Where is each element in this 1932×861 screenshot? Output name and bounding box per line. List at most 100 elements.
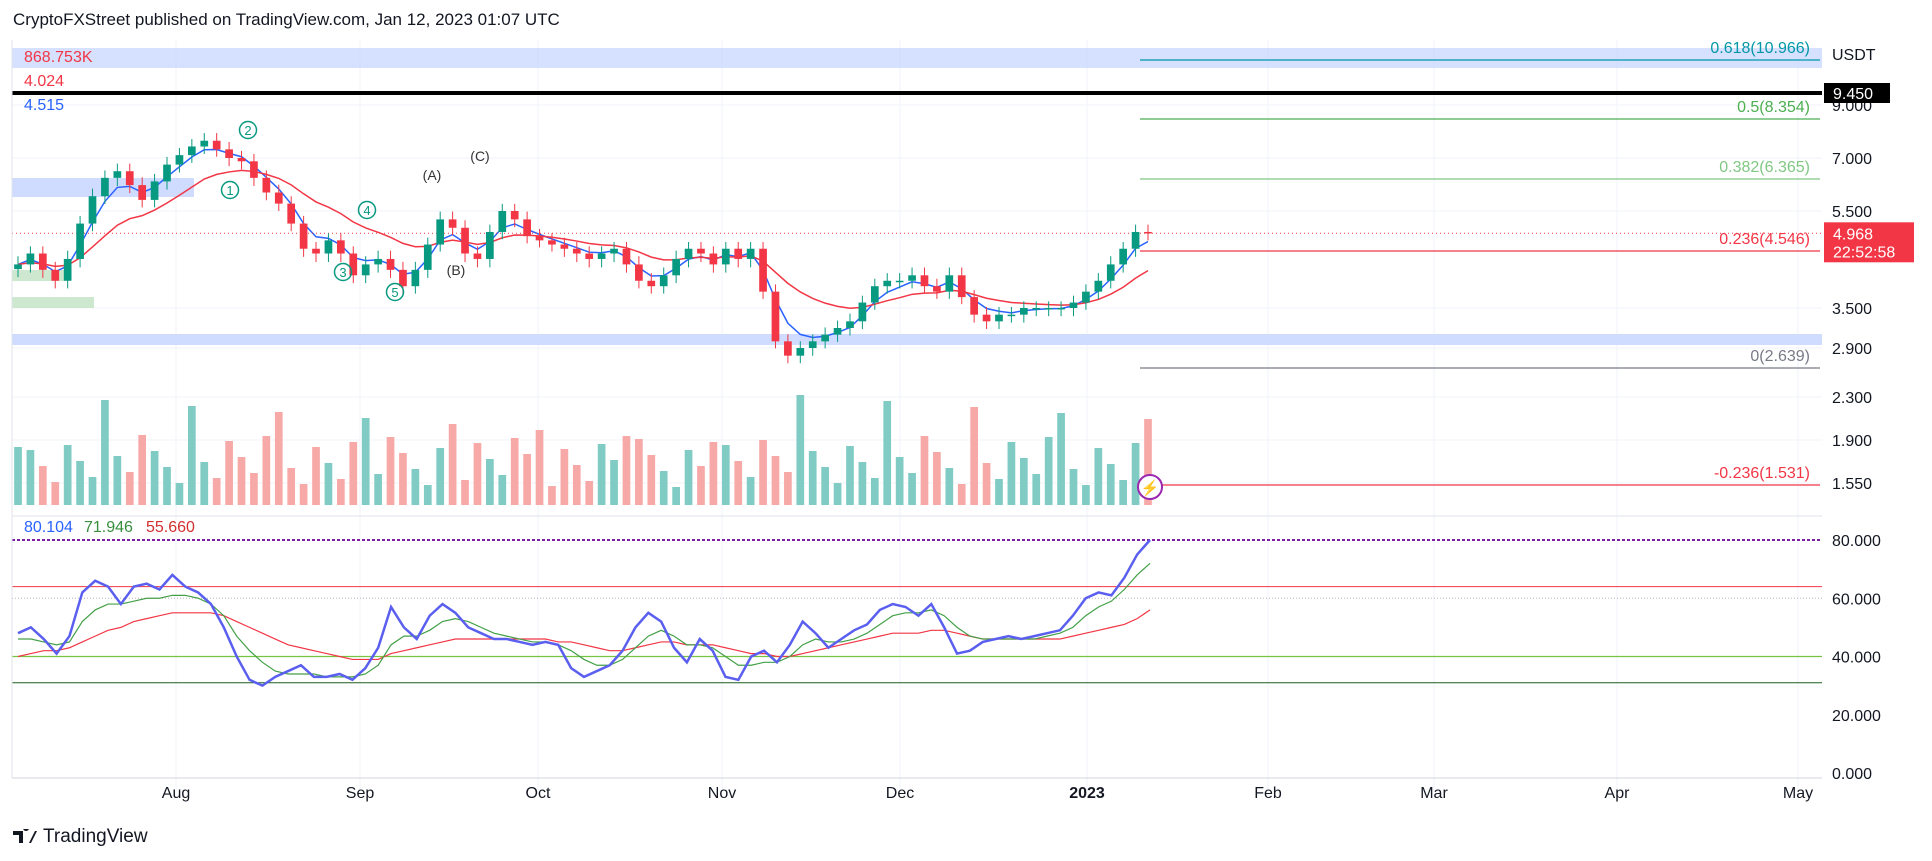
- wave-label-circle: [385, 282, 405, 302]
- volume-bar: [324, 463, 333, 505]
- price-tick-label: 1.900: [1832, 433, 1872, 450]
- wave-label-circle: [357, 200, 377, 220]
- candle-body: [995, 314, 1003, 322]
- volume-bar: [312, 447, 320, 505]
- candle-body: [572, 248, 581, 254]
- time-tick-label: Mar: [1420, 785, 1448, 802]
- candle-body: [1057, 308, 1065, 310]
- candle-body: [349, 253, 358, 276]
- volume-bar: [585, 481, 594, 505]
- volume-bar: [697, 466, 705, 505]
- rsi-tick-label: 40.000: [1832, 650, 1881, 667]
- fib-level-label: 0.236(4.546): [1719, 231, 1810, 248]
- volume-bar: [1019, 458, 1028, 505]
- volume-bar: [237, 457, 246, 505]
- candle-body: [1032, 308, 1041, 310]
- support-zone: [12, 334, 1822, 345]
- rsi-legend-value: 80.104: [24, 519, 73, 536]
- volume-bar: [125, 472, 134, 505]
- candle-body: [1144, 231, 1152, 234]
- time-tick-label: Dec: [886, 785, 914, 802]
- candle-body: [312, 248, 320, 254]
- volume-bar: [771, 456, 780, 505]
- volume-bar: [1144, 419, 1152, 505]
- candle-body: [63, 258, 72, 281]
- volume-bar: [448, 424, 457, 505]
- volume-bar: [920, 436, 929, 505]
- volume-bar: [26, 450, 35, 505]
- volume-bar: [423, 485, 432, 505]
- candle-body: [461, 227, 469, 254]
- time-tick-label: Apr: [1605, 785, 1631, 802]
- volume-bar: [821, 467, 829, 505]
- volume-bar: [721, 445, 730, 505]
- candle-body: [88, 196, 97, 224]
- volume-bar: [982, 463, 991, 505]
- candle-body: [163, 164, 171, 182]
- candle-body: [883, 280, 892, 287]
- candle-body: [175, 155, 184, 165]
- time-tick-label: May: [1783, 785, 1813, 802]
- volume-bar: [548, 486, 556, 505]
- volume-bar: [957, 484, 966, 505]
- volume-bar: [510, 438, 519, 505]
- candle-body: [945, 275, 954, 292]
- candle-body: [560, 244, 569, 249]
- volume-bar: [759, 440, 767, 505]
- tradingview-logo-icon[interactable]: [13, 825, 37, 845]
- candle-body: [225, 149, 233, 158]
- candle-body: [51, 269, 60, 281]
- volume-bar: [63, 445, 72, 505]
- wave-label: (B): [447, 262, 466, 278]
- volume-bar: [51, 482, 60, 505]
- candle-body: [697, 248, 705, 254]
- tradingview-brand[interactable]: TradingView: [43, 826, 148, 847]
- candle-body: [386, 258, 395, 270]
- volume-bar: [498, 475, 507, 505]
- candle-body: [411, 269, 420, 287]
- time-tick-label: 2023: [1069, 785, 1105, 802]
- rsi-tick-label: 60.000: [1832, 591, 1881, 608]
- candle-body: [672, 258, 680, 276]
- candle-body: [858, 302, 867, 322]
- candle-body: [1069, 302, 1078, 308]
- resistance-zone: [12, 48, 1822, 68]
- wave-label: (A): [423, 167, 442, 183]
- volume-bar: [995, 479, 1003, 505]
- volume-bar: [287, 468, 296, 505]
- volume-bar: [622, 436, 631, 505]
- wave-label: 1: [226, 183, 233, 198]
- volume-bar: [349, 442, 358, 505]
- fib-level-label: -0.236(1.531): [1714, 465, 1810, 482]
- volume-bar: [684, 450, 693, 505]
- volume-bar: [411, 469, 420, 505]
- candle-body: [1019, 308, 1028, 315]
- volume-bar: [337, 479, 345, 505]
- volume-bar: [1057, 413, 1065, 505]
- candle-body: [76, 223, 84, 259]
- volume-bar: [88, 477, 97, 505]
- volume-bar: [846, 446, 854, 505]
- volume-bar: [572, 465, 581, 505]
- wave-label-circle: [238, 120, 258, 140]
- candle-body: [138, 185, 147, 200]
- candle-body: [337, 240, 345, 254]
- candle-body: [274, 192, 283, 204]
- resistance-price-label: 9.450: [1833, 86, 1873, 103]
- price-chart[interactable]: 0.618(10.966) 0.5(8.354) 0.382(6.365) 0.236…: [0, 0, 1932, 820]
- candle-body: [585, 253, 594, 259]
- wave-label-circle: [220, 180, 240, 200]
- time-tick-label: Feb: [1254, 785, 1282, 802]
- volume-bar: [870, 478, 879, 505]
- volume-bar: [1032, 474, 1041, 505]
- rsi-tick-label: 0.000: [1832, 766, 1872, 783]
- volume-bar: [659, 471, 668, 505]
- time-tick-label: Oct: [526, 785, 551, 802]
- price-tick-label: 2.900: [1832, 341, 1872, 358]
- candle-body: [523, 219, 531, 237]
- volume-bar: [883, 401, 892, 505]
- candle-body: [1007, 314, 1016, 317]
- fib-level-label: 0.618(10.966): [1710, 40, 1810, 57]
- rsi-signal-line: [18, 562, 1151, 678]
- candle-body: [957, 275, 966, 298]
